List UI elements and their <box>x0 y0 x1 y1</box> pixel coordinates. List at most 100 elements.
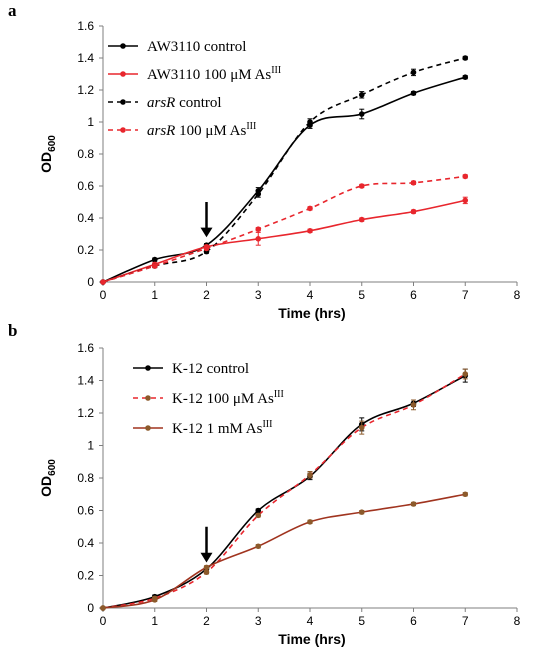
x-tick-label: 2 <box>203 288 210 302</box>
series-line <box>102 374 466 609</box>
legend-label: K-12 100 μM AsIII <box>172 389 284 407</box>
y-tick-label: 1.2 <box>77 83 94 97</box>
data-point <box>203 569 210 576</box>
legend-label-part: III <box>246 121 256 132</box>
x-tick-label: 7 <box>462 614 469 628</box>
data-point <box>410 208 417 215</box>
data-point <box>100 279 106 285</box>
legend-label-part: control <box>175 95 221 111</box>
data-point <box>358 216 365 223</box>
data-point <box>358 509 365 515</box>
data-point <box>358 424 365 431</box>
y-axis-title-subscript: 600 <box>47 135 58 152</box>
x-axis-title: Time (hrs) <box>278 305 345 321</box>
y-tick-label: 1.4 <box>77 51 94 65</box>
legend-label: AW3110 100 μM AsIII <box>147 65 281 83</box>
series-line <box>102 57 466 283</box>
legend-swatch-marker <box>145 395 151 401</box>
series-2: K-12 100 μM AsIII <box>100 368 469 611</box>
data-point <box>255 543 262 550</box>
y-axis-title: OD600 <box>38 135 58 173</box>
y-tick-label: 0.2 <box>77 569 94 583</box>
y-tick-label: 1 <box>87 439 94 453</box>
y-tick-label: 0.2 <box>77 243 94 257</box>
data-point <box>203 245 210 252</box>
legend-label-part: arsR <box>147 123 175 139</box>
x-tick-label: 3 <box>255 288 262 302</box>
series-line <box>102 199 466 283</box>
legend-label-part: K-12 1 mM As <box>172 421 263 437</box>
y-tick-label: 1 <box>87 115 94 129</box>
series-2: AW3110 100 μM AsIII <box>100 65 469 285</box>
y-axis-title: OD600 <box>38 459 58 497</box>
x-tick-label: 4 <box>307 614 314 628</box>
data-point <box>100 605 106 611</box>
x-tick-label: 5 <box>358 288 365 302</box>
legend-label-part: III <box>271 65 281 76</box>
panel-letter: b <box>8 321 17 340</box>
data-point <box>410 402 417 408</box>
x-tick-label: 4 <box>307 288 314 302</box>
x-tick-label: 0 <box>100 614 107 628</box>
legend-label-part: arsR <box>147 95 175 111</box>
data-point <box>151 256 158 263</box>
legend-swatch-marker <box>145 365 151 371</box>
legend-label: AW3110 control <box>147 39 246 55</box>
x-tick-label: 8 <box>514 288 521 302</box>
x-tick-label: 8 <box>514 614 521 628</box>
y-tick-label: 0.4 <box>77 536 94 550</box>
legend-swatch-marker <box>120 99 126 105</box>
legend-swatch-marker <box>145 425 151 431</box>
y-axis-title-main: OD <box>38 476 54 497</box>
data-point <box>462 491 469 498</box>
legend-label: arsR 100 μM AsIII <box>147 121 256 139</box>
legend-label: K-12 1 mM AsIII <box>172 419 272 437</box>
data-point <box>462 173 469 180</box>
x-tick-label: 6 <box>410 614 417 628</box>
data-point <box>462 74 469 80</box>
y-tick-label: 0.6 <box>77 504 94 518</box>
x-tick-label: 1 <box>151 614 158 628</box>
series-line <box>102 175 466 283</box>
data-point <box>307 205 313 212</box>
data-point <box>255 236 262 242</box>
data-point <box>307 228 313 234</box>
y-tick-label: 1.4 <box>77 374 94 388</box>
legend-label: K-12 control <box>172 361 249 377</box>
data-point <box>410 180 417 186</box>
y-tick-label: 1.2 <box>77 406 94 420</box>
arrow-head <box>200 552 213 563</box>
legend-label-part: AW3110 100 μM As <box>147 67 271 83</box>
data-point <box>255 226 262 232</box>
x-axis-title: Time (hrs) <box>278 631 345 647</box>
series-3: arsR control <box>100 55 469 285</box>
data-point <box>307 119 313 125</box>
y-axis-title-subscript: 600 <box>47 459 58 476</box>
legend-label-part: 100 μM As <box>175 123 246 139</box>
y-tick-label: 0.8 <box>77 471 94 485</box>
data-point <box>410 501 417 507</box>
series-line <box>102 373 466 609</box>
x-tick-label: 0 <box>100 288 107 302</box>
series-4: arsR 100 μM AsIII <box>100 121 469 285</box>
data-point <box>462 197 469 204</box>
data-point <box>255 191 262 197</box>
data-point <box>410 69 417 76</box>
x-tick-label: 6 <box>410 288 417 302</box>
x-tick-label: 3 <box>255 614 262 628</box>
panel-a: a 0 1 2 3 4 5 6 7 8 0 0.2 0.4 0.6 0.8 1 1.2 1.4 1.6 Time (h… <box>8 1 521 321</box>
legend-swatch-marker <box>120 127 126 133</box>
panel-letter: a <box>8 1 17 20</box>
legend-label-part: K-12 100 μM As <box>172 391 274 407</box>
legend-label-part: K-12 control <box>172 361 249 377</box>
data-point <box>358 111 365 117</box>
data-point <box>307 519 313 525</box>
series-line <box>102 493 466 609</box>
data-point <box>358 183 365 189</box>
data-point <box>410 90 417 96</box>
legend-label-part: III <box>274 389 284 400</box>
data-point <box>358 92 365 98</box>
y-tick-label: 1.6 <box>77 19 94 33</box>
x-tick-label: 1 <box>151 288 158 302</box>
